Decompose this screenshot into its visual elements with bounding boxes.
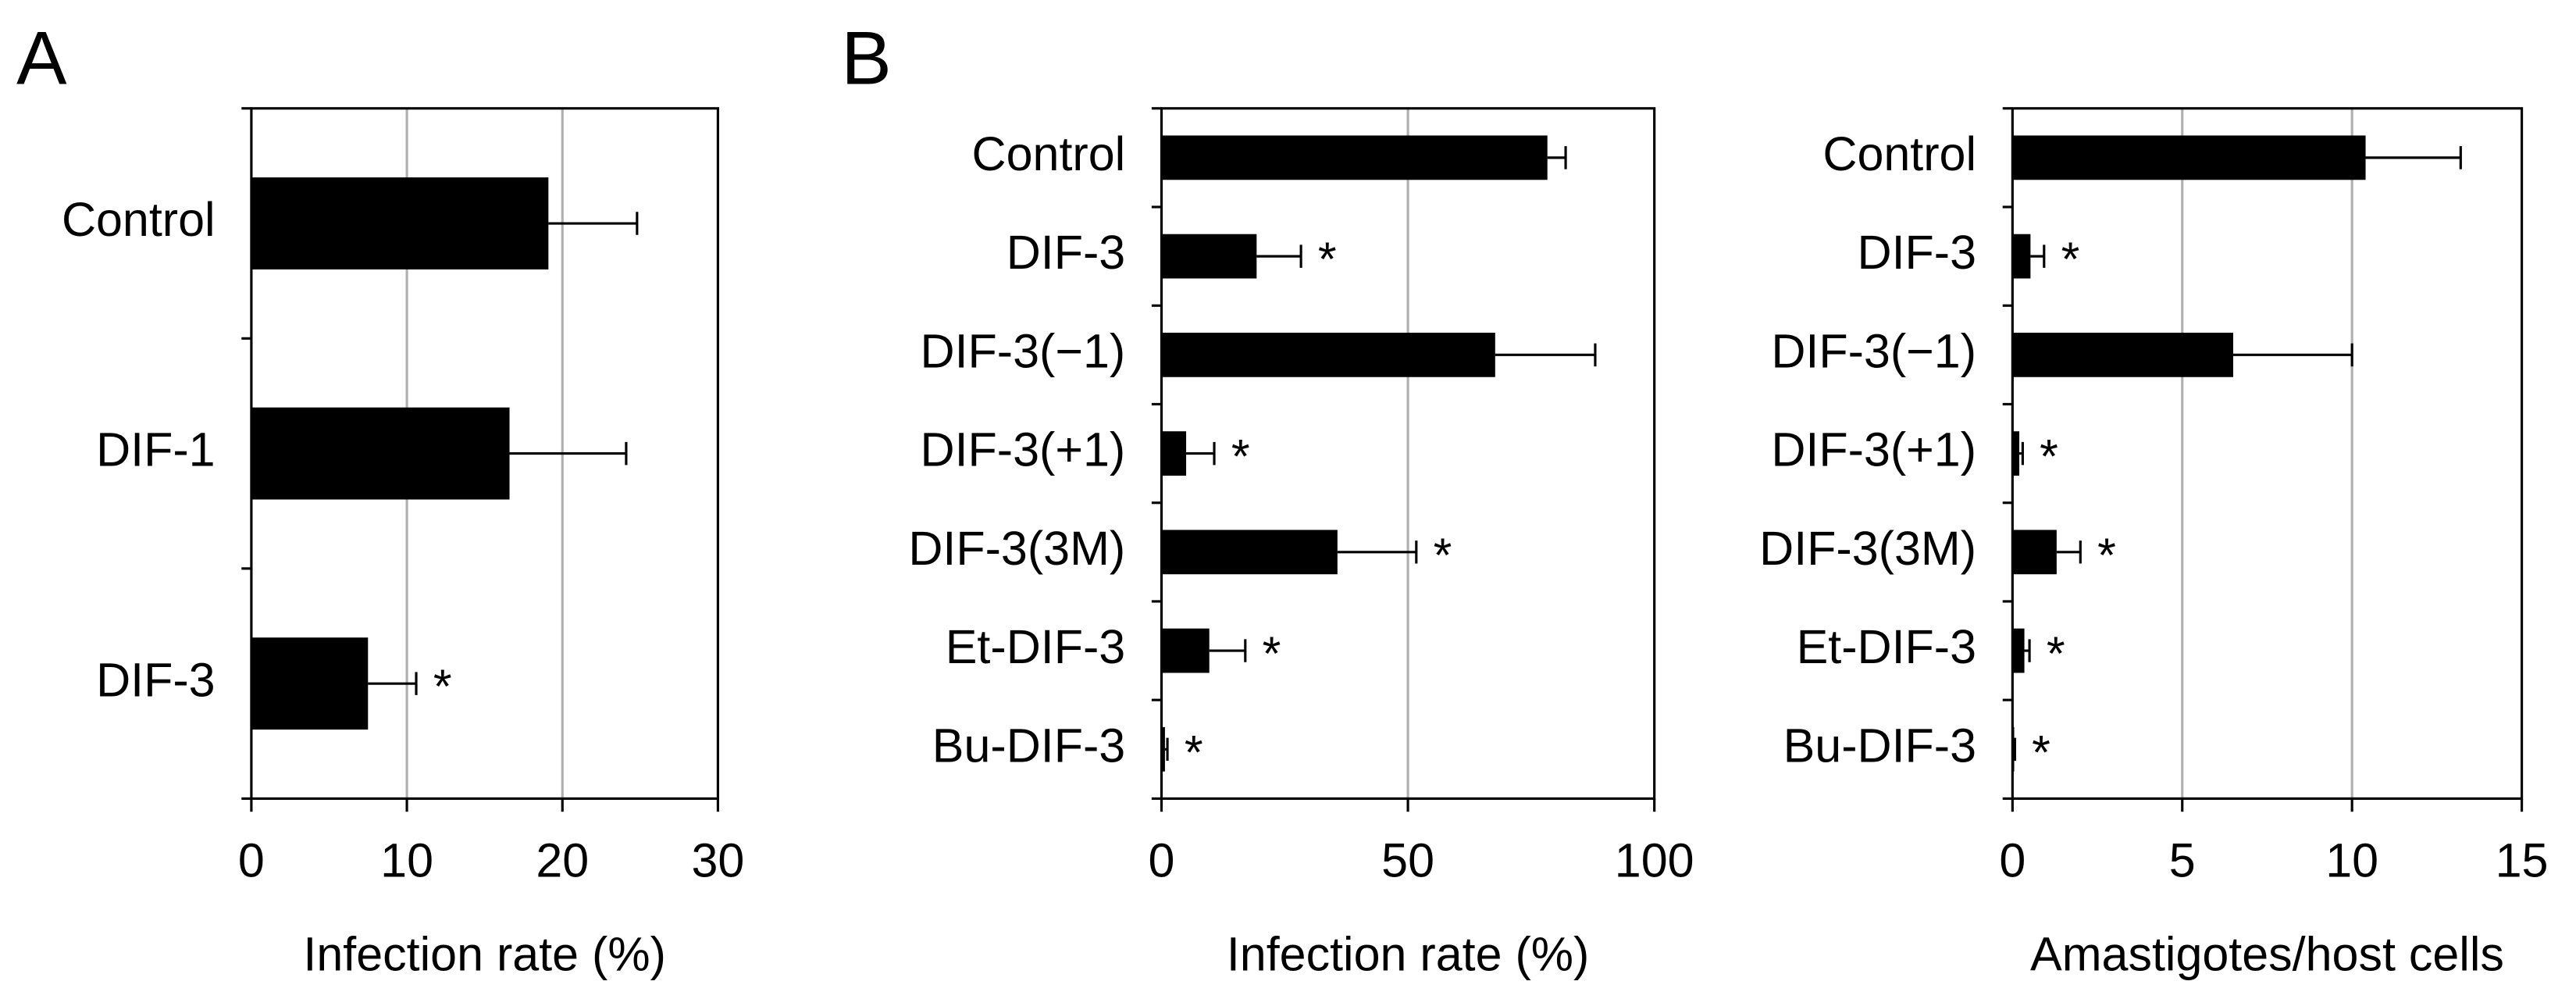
x-tick-label: 15 [2496, 834, 2549, 887]
panel-label: B [841, 16, 892, 101]
y-tick-label: DIF-3 [1858, 226, 1976, 279]
y-tick-label: DIF-3(+1) [1771, 423, 1976, 476]
bar [2012, 628, 2025, 673]
bar [251, 407, 510, 500]
bar [1161, 726, 1165, 772]
x-tick-label: 20 [536, 834, 589, 887]
x-tick-label: 100 [1615, 834, 1694, 887]
bar [251, 637, 369, 730]
y-tick-label: Control [62, 193, 216, 246]
bar [2012, 135, 2366, 180]
y-tick-label: Control [972, 127, 1126, 180]
bar [2012, 234, 2031, 279]
significance-marker: * [2047, 627, 2065, 680]
x-tick-label: 0 [238, 834, 265, 887]
error-bar [2019, 441, 2024, 466]
bar [1161, 135, 1548, 180]
significance-marker: * [1263, 627, 1281, 680]
bar [2012, 726, 2015, 772]
error-bar [1186, 441, 1216, 466]
x-axis-label: Amastigotes/host cells [2030, 928, 2504, 981]
x-axis-label: Infection rate (%) [303, 928, 665, 981]
error-bar [2024, 639, 2031, 662]
plot-frame [2011, 107, 2524, 800]
x-tick-label: 10 [380, 834, 433, 887]
y-tick-label: DIF-3 [96, 653, 216, 706]
error-bar [368, 672, 418, 695]
significance-marker: * [2040, 430, 2058, 483]
y-tick-label: Control [1822, 127, 1976, 180]
bar [251, 177, 549, 269]
significance-marker: * [1318, 233, 1337, 286]
significance-marker: * [2061, 233, 2080, 286]
bar [1161, 332, 1495, 377]
bar [1161, 530, 1338, 575]
x-tick-label: 0 [1999, 834, 2026, 887]
error-bar [1209, 639, 1247, 662]
y-tick-label: DIF-3(+1) [921, 423, 1126, 476]
x-tick-label: 5 [2169, 834, 2196, 887]
significance-marker: * [1231, 430, 1250, 483]
y-tick-label: DIF-3(−1) [1771, 324, 1976, 377]
error-bar [1547, 146, 1567, 169]
x-tick-label: 50 [1381, 834, 1434, 887]
bar [1161, 431, 1187, 476]
error-bar [2030, 244, 2046, 268]
bar [1161, 234, 1257, 279]
y-tick-label: Bu-DIF-3 [1783, 719, 1976, 772]
y-tick-label: DIF-3(3M) [1759, 522, 1976, 575]
significance-marker: * [1185, 726, 1203, 779]
y-tick-label: DIF-3(3M) [908, 522, 1125, 575]
bar [2012, 530, 2057, 575]
y-tick-label: DIF-1 [96, 423, 216, 476]
panel-label: A [16, 16, 67, 101]
x-axis-label: Infection rate (%) [1227, 928, 1589, 981]
y-tick-label: DIF-3(−1) [921, 324, 1126, 377]
error-bar [1164, 737, 1169, 762]
x-tick-label: 10 [2325, 834, 2378, 887]
error-bar [548, 212, 639, 235]
significance-marker: * [2097, 528, 2116, 581]
y-tick-label: DIF-3 [1007, 226, 1125, 279]
significance-marker: * [433, 660, 452, 713]
y-tick-label: Bu-DIF-3 [932, 719, 1125, 772]
significance-marker: * [2032, 726, 2050, 779]
error-bar [1495, 343, 1597, 367]
error-bar [509, 441, 628, 466]
error-bar [1337, 541, 1418, 564]
y-tick-label: Et-DIF-3 [946, 620, 1125, 673]
error-bar [1256, 244, 1302, 268]
error-bar [2232, 343, 2353, 367]
error-bar [2056, 541, 2082, 564]
x-tick-label: 0 [1149, 834, 1175, 887]
bar [2012, 332, 2233, 377]
bar [2012, 431, 2020, 476]
y-tick-label: Et-DIF-3 [1797, 620, 1976, 673]
error-bar [2365, 146, 2462, 169]
bar [1161, 628, 1210, 673]
significance-marker: * [1434, 528, 1452, 581]
x-tick-label: 30 [691, 834, 744, 887]
